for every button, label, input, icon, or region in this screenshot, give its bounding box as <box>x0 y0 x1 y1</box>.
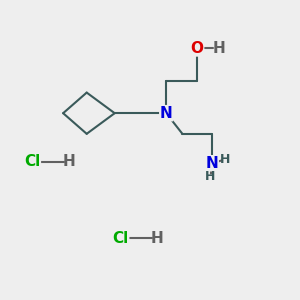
Text: H: H <box>205 170 215 183</box>
Text: N: N <box>206 156 218 171</box>
Text: Cl: Cl <box>112 231 129 246</box>
Text: Cl: Cl <box>24 154 40 169</box>
Text: O: O <box>190 41 204 56</box>
Text: H: H <box>63 154 75 169</box>
Text: H: H <box>151 231 164 246</box>
Text: H: H <box>213 41 226 56</box>
Text: H: H <box>220 153 230 166</box>
Text: N: N <box>160 106 172 121</box>
